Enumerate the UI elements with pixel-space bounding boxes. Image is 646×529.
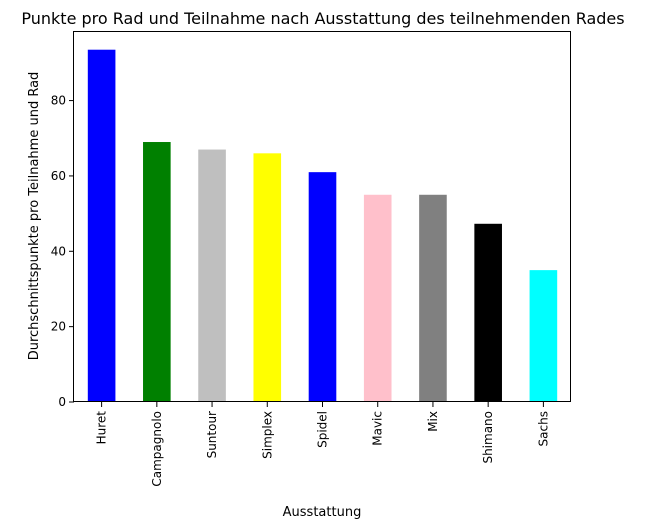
x-tick-label: Mavic <box>371 411 385 446</box>
y-tick-label: 80 <box>51 94 66 108</box>
bar-simplex <box>253 153 282 402</box>
x-tick-label: Mix <box>426 411 440 432</box>
plot-frame <box>73 31 571 402</box>
x-tick-label: Huret <box>95 411 109 445</box>
y-axis: 0 20 40 60 80 <box>51 94 74 409</box>
bar-huret <box>87 49 116 402</box>
bar-spidel <box>308 172 337 402</box>
x-tick-label: Spidel <box>316 411 330 448</box>
bar-mavic <box>363 194 392 402</box>
x-axis-label: Ausstattung <box>283 505 362 520</box>
x-tick-label: Shimano <box>481 411 495 464</box>
bars <box>87 49 558 402</box>
x-tick-label: Suntour <box>205 411 219 458</box>
x-tick-label: Campagnolo <box>150 411 164 487</box>
bar-shimano <box>474 223 502 402</box>
y-tick-label: 60 <box>51 169 66 183</box>
y-tick-label: 40 <box>51 244 66 258</box>
y-tick-label: 0 <box>58 395 66 409</box>
y-axis-label: Durchschnittspunkte pro Teilnahme und Ra… <box>27 72 42 361</box>
x-tick-label: Sachs <box>536 411 550 446</box>
bar-sachs <box>529 270 558 402</box>
x-axis: Huret Campagnolo Suntour Simplex Spidel Mavic… <box>95 402 550 487</box>
chart-title: Punkte pro Rad und Teilnahme nach Aussta… <box>21 9 624 28</box>
y-tick-label: 20 <box>51 320 66 334</box>
bar-campagnolo <box>143 142 171 402</box>
bar-mix <box>419 194 447 402</box>
x-tick-label: Simplex <box>260 411 274 459</box>
bar-suntour <box>198 149 226 402</box>
